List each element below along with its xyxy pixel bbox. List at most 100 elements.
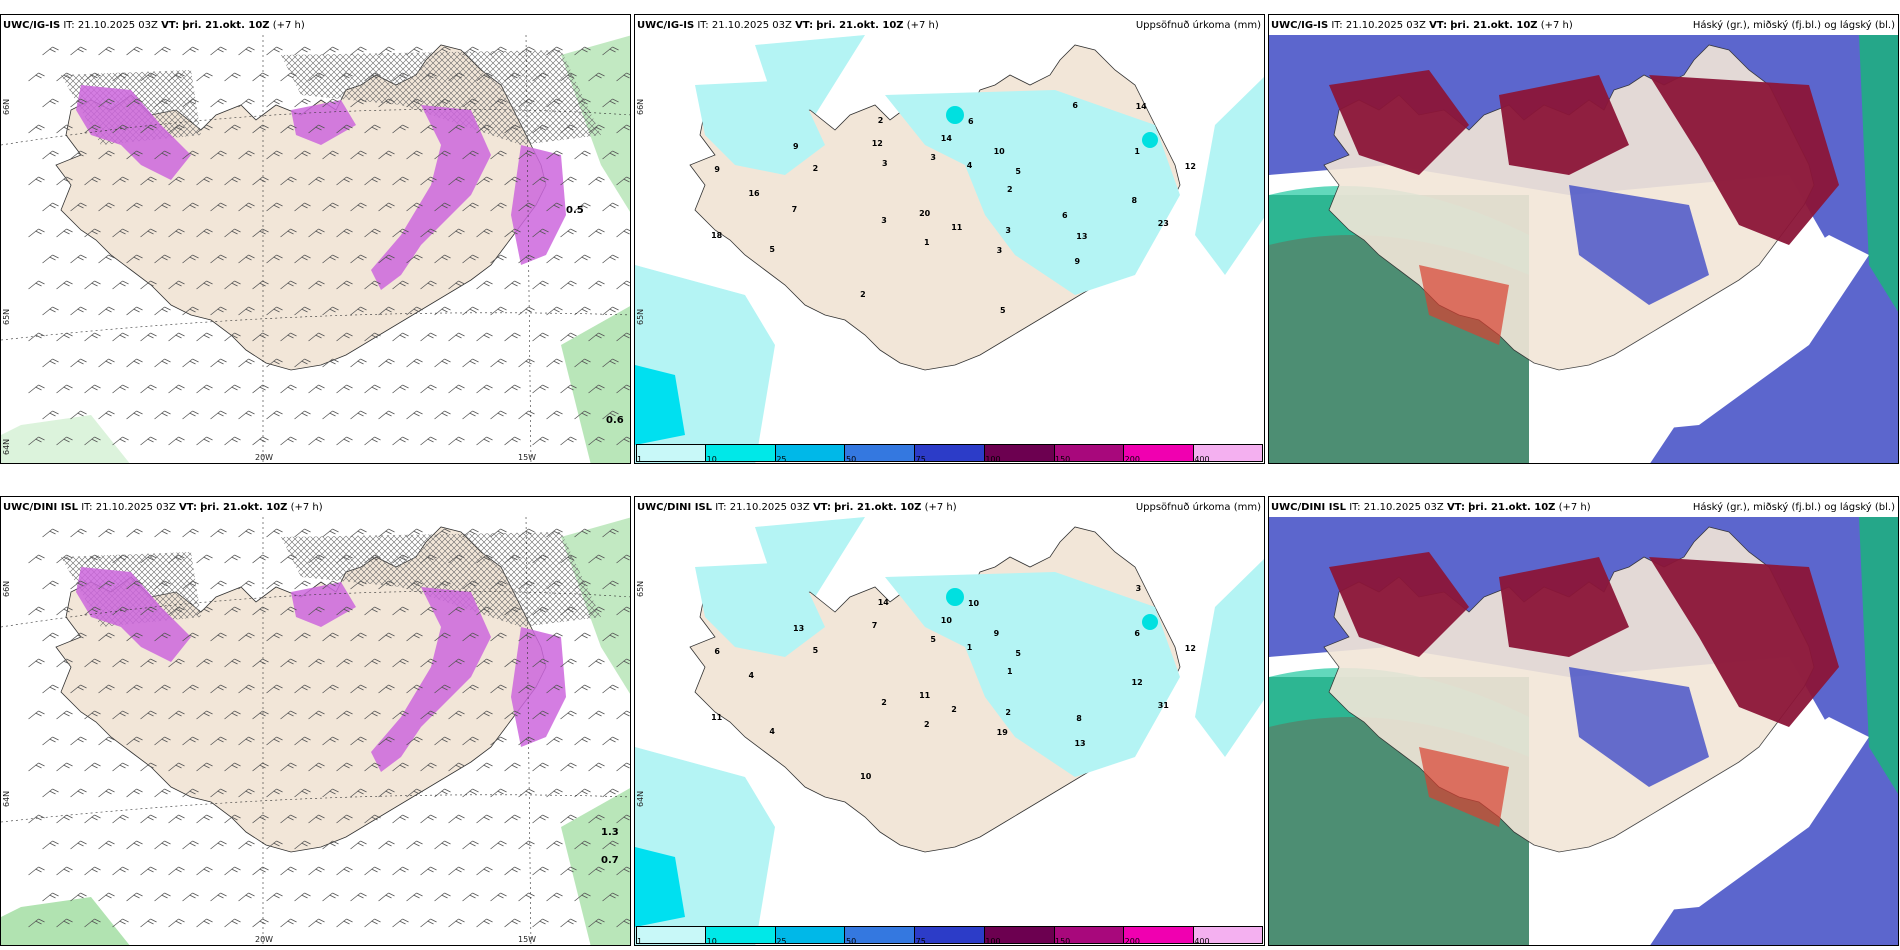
wind-barb-icon — [322, 306, 339, 316]
sea-green-area — [561, 306, 630, 463]
wind-barb-icon — [112, 762, 129, 772]
wind-barb-icon — [490, 150, 507, 160]
wind-barb-icon — [434, 528, 451, 538]
wind-barb-icon — [126, 410, 143, 420]
wind-barb-icon — [266, 410, 283, 420]
wind-barb-icon — [462, 254, 479, 264]
wind-barb-icon — [210, 98, 227, 108]
wind-barb-icon — [266, 580, 283, 590]
wind-barb-icon — [546, 306, 563, 316]
wind-barb-icon — [406, 736, 423, 746]
wind-barb-icon — [70, 46, 87, 56]
wind-barb-icon — [280, 658, 297, 668]
wind-barb-icon — [392, 814, 409, 824]
wind-barb-icon — [28, 554, 45, 564]
wind-barb-icon — [532, 176, 549, 186]
wind-barb-icon — [196, 762, 213, 772]
valid-time: þri. 21.okt. 10Z — [1450, 20, 1538, 31]
wind-barb-icon — [112, 280, 129, 290]
map-canvas — [635, 517, 1264, 945]
model-name: UWC/DINI ISL — [3, 502, 79, 513]
wind-barb-icon — [168, 332, 185, 342]
wind-barb-icon — [70, 306, 87, 316]
wind-barb-icon — [546, 410, 563, 420]
wind-barb-icon — [322, 736, 339, 746]
wind-barb-icon — [462, 150, 479, 160]
precip-value-label: 20 — [919, 208, 931, 218]
wind-barb-icon — [476, 658, 493, 668]
wind-barb-icon — [56, 814, 73, 824]
precip-value-label: 14 — [1135, 102, 1147, 112]
max-value-label: 0.6 — [606, 415, 624, 426]
wind-barb-icon — [154, 202, 171, 212]
colorbar-swatch — [984, 926, 1055, 944]
wind-barb-icon — [154, 306, 171, 316]
init-time: IT: 21.10.2025 03Z — [63, 20, 158, 31]
precip-value-label: 18 — [711, 231, 723, 241]
wind-barb-icon — [224, 658, 241, 668]
latitude-label: 65N — [2, 308, 11, 325]
init-time: IT: 21.10.2025 03Z — [1349, 502, 1444, 513]
sea-precip-area — [1195, 558, 1264, 757]
wind-barb-icon — [294, 736, 311, 746]
valid-label: VT: — [795, 20, 814, 31]
map-panel-dini-precip: UWC/DINI ISL IT: 21.10.2025 03Z VT: þri.… — [634, 496, 1265, 946]
wind-barb-icon — [238, 358, 255, 368]
wind-barb-icon — [532, 606, 549, 616]
map-panel-ig-snow: UWC/IG-IS IT: 21.10.2025 03Z VT: þri. 21… — [0, 14, 631, 464]
precip-value-label: 3 — [996, 246, 1003, 256]
precip-value-label: 10 — [967, 598, 980, 608]
wind-barb-icon — [434, 306, 451, 316]
lead-time: (+7 h) — [906, 20, 939, 31]
wind-barb-icon — [350, 150, 367, 160]
wind-barb-icon — [126, 632, 143, 642]
wind-barb-icon — [364, 280, 381, 290]
colorbar-swatch — [775, 444, 846, 462]
wind-barb-icon — [42, 684, 59, 694]
wind-barb-icon — [392, 124, 409, 134]
wind-barb-icon — [182, 150, 199, 160]
wind-barb-icon — [308, 658, 325, 668]
precip-value-label: 2 — [1007, 185, 1013, 194]
wind-barb-icon — [532, 918, 549, 928]
wind-barb-icon — [210, 150, 227, 160]
graticule — [1, 516, 630, 945]
wind-barb-icon — [238, 150, 255, 160]
wind-barb-icon — [336, 72, 353, 82]
wind-barb-icon — [98, 892, 115, 902]
wind-barb-icon — [98, 632, 115, 642]
cloud-mid-area — [1569, 185, 1709, 305]
wind-barb-icon — [56, 228, 73, 238]
wind-barb-icon — [616, 176, 630, 186]
wind-barb-icon — [294, 46, 311, 56]
wind-barb-icon — [350, 528, 367, 538]
wind-barb-icon — [476, 606, 493, 616]
wind-barb-icon — [56, 72, 73, 82]
wind-barb-icon — [420, 280, 437, 290]
wind-barb-icon — [308, 710, 325, 720]
snow-area — [291, 100, 356, 145]
wind-barb-icon — [462, 580, 479, 590]
wind-barb-icon — [224, 332, 241, 342]
wind-barb-icon — [560, 814, 577, 824]
wind-barb-icon — [280, 554, 297, 564]
wind-barb-icon — [574, 684, 591, 694]
colorbar-swatch — [984, 444, 1055, 462]
wind-barb-icon — [490, 736, 507, 746]
colorbar-swatch — [845, 926, 916, 944]
wind-barb-icon — [350, 580, 367, 590]
precip-value-label: 12 — [1184, 643, 1196, 653]
valid-label: VT: — [1429, 20, 1448, 31]
wind-barb-icon — [168, 554, 185, 564]
wind-barb-icon — [168, 384, 185, 394]
cloud-high-area — [1329, 70, 1469, 175]
wind-barb-icon — [574, 892, 591, 902]
wind-barb-icon — [252, 332, 269, 342]
wind-barb-icon — [392, 866, 409, 876]
wind-barb-icon — [448, 606, 465, 616]
wind-barb-icon — [154, 150, 171, 160]
wind-barb-icon — [168, 176, 185, 186]
precip-value-label: 2 — [877, 116, 884, 126]
wind-barb-icon — [364, 228, 381, 238]
wind-barb-icon — [448, 124, 465, 134]
